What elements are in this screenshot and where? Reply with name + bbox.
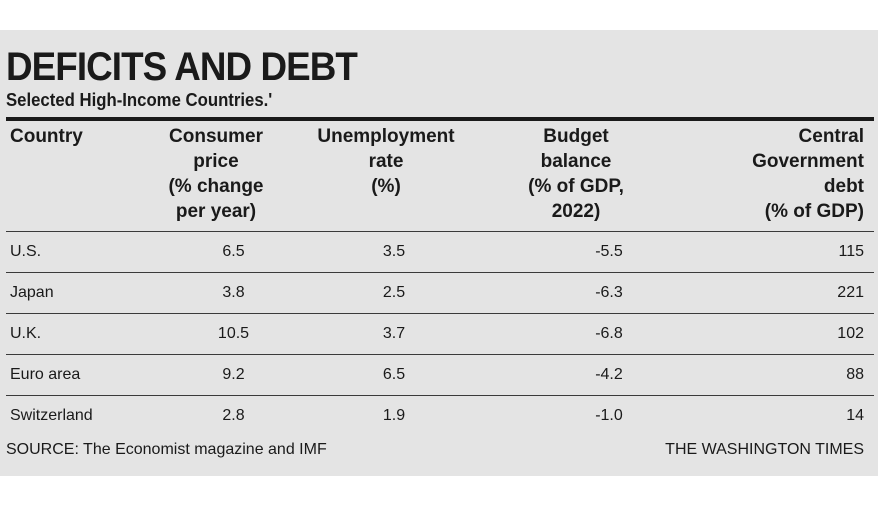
cell-government-debt: 102 — [666, 313, 874, 355]
page-subtitle: Selected High-Income Countries.' — [6, 90, 273, 110]
header-line: debt — [823, 176, 864, 197]
header-line: rate — [368, 151, 404, 172]
source-note: SOURCE: The Economist magazine and IMF — [6, 441, 327, 458]
cell-budget-balance: -6.8 — [486, 313, 666, 355]
column-header-unemployment-rate: Unemployment rate (%) — [286, 121, 486, 232]
cell-budget-balance: -5.5 — [486, 231, 666, 273]
page-title: DEFICITS AND DEBT — [6, 45, 358, 89]
cell-government-debt: 221 — [666, 272, 874, 314]
cell-country: U.K. — [6, 313, 146, 355]
column-header-budget-balance: Budget balance (% of GDP, 2022) — [486, 121, 666, 232]
cell-consumer-price: 2.8 — [222, 407, 245, 424]
column-header-consumer-price: Consumer price (% change per year) — [146, 121, 286, 232]
cell-unemployment-rate: 6.5 — [286, 354, 486, 396]
cell-government-debt: 88 — [666, 354, 874, 396]
cell-country: Switzerland — [10, 407, 93, 424]
cell-consumer-price: 3.8 — [146, 272, 286, 314]
header-line: Consumer — [169, 126, 263, 147]
header-line: (% of GDP, — [528, 176, 624, 197]
cell-unemployment-rate: 3.5 — [286, 231, 486, 273]
header-line: Country — [10, 126, 83, 147]
publisher-credit: THE WASHINGTON TIMES — [665, 441, 864, 458]
cell-country: Japan — [6, 272, 146, 314]
column-header-country: Country — [6, 121, 146, 232]
header-line: Unemployment — [317, 126, 455, 147]
header-line: Budget — [543, 126, 609, 147]
header-line: (% of GDP) — [764, 201, 864, 222]
cell-budget-balance: -4.2 — [486, 354, 666, 396]
cell-country: Euro area — [6, 354, 146, 396]
data-table: Country Consumer price (% change per yea… — [6, 121, 874, 436]
header-line: (%) — [371, 176, 401, 197]
cell-consumer-price: 9.2 — [146, 354, 286, 396]
header-line: per year) — [175, 201, 257, 222]
header-line: (% change — [168, 176, 264, 197]
header-row: Country Consumer price (% change per yea… — [6, 121, 874, 232]
header-rule — [6, 117, 874, 121]
header-line: 2022) — [551, 201, 601, 222]
cell-budget-balance: -6.3 — [486, 272, 666, 314]
table-row: U.S. 6.5 3.5 -5.5 115 — [6, 231, 874, 273]
table-row: Euro area 9.2 6.5 -4.2 88 — [6, 354, 874, 396]
cell-government-debt: 115 — [666, 231, 874, 273]
table-row: Switzerland 2.8 1.9 -1.0 14 — [6, 396, 874, 437]
cell-budget-balance: -1.0 — [595, 407, 623, 424]
cell-consumer-price: 6.5 — [146, 231, 286, 273]
column-header-government-debt: Central Government debt (% of GDP) — [666, 121, 874, 232]
table-row: Japan 3.8 2.5 -6.3 221 — [6, 272, 874, 314]
cell-consumer-price: 10.5 — [146, 313, 286, 355]
cell-government-debt: 14 — [846, 407, 864, 424]
header-line: Central — [798, 126, 864, 147]
header-line: Government — [752, 151, 864, 172]
cell-unemployment-rate: 2.5 — [286, 272, 486, 314]
cell-country: U.S. — [6, 231, 146, 273]
cell-unemployment-rate: 3.7 — [286, 313, 486, 355]
table-row: U.K. 10.5 3.7 -6.8 102 — [6, 313, 874, 355]
header-line: price — [193, 151, 239, 172]
header-line: balance — [540, 151, 612, 172]
footer: SOURCE: The Economist magazine and IMF T… — [6, 440, 864, 460]
cell-unemployment-rate: 1.9 — [382, 407, 406, 424]
